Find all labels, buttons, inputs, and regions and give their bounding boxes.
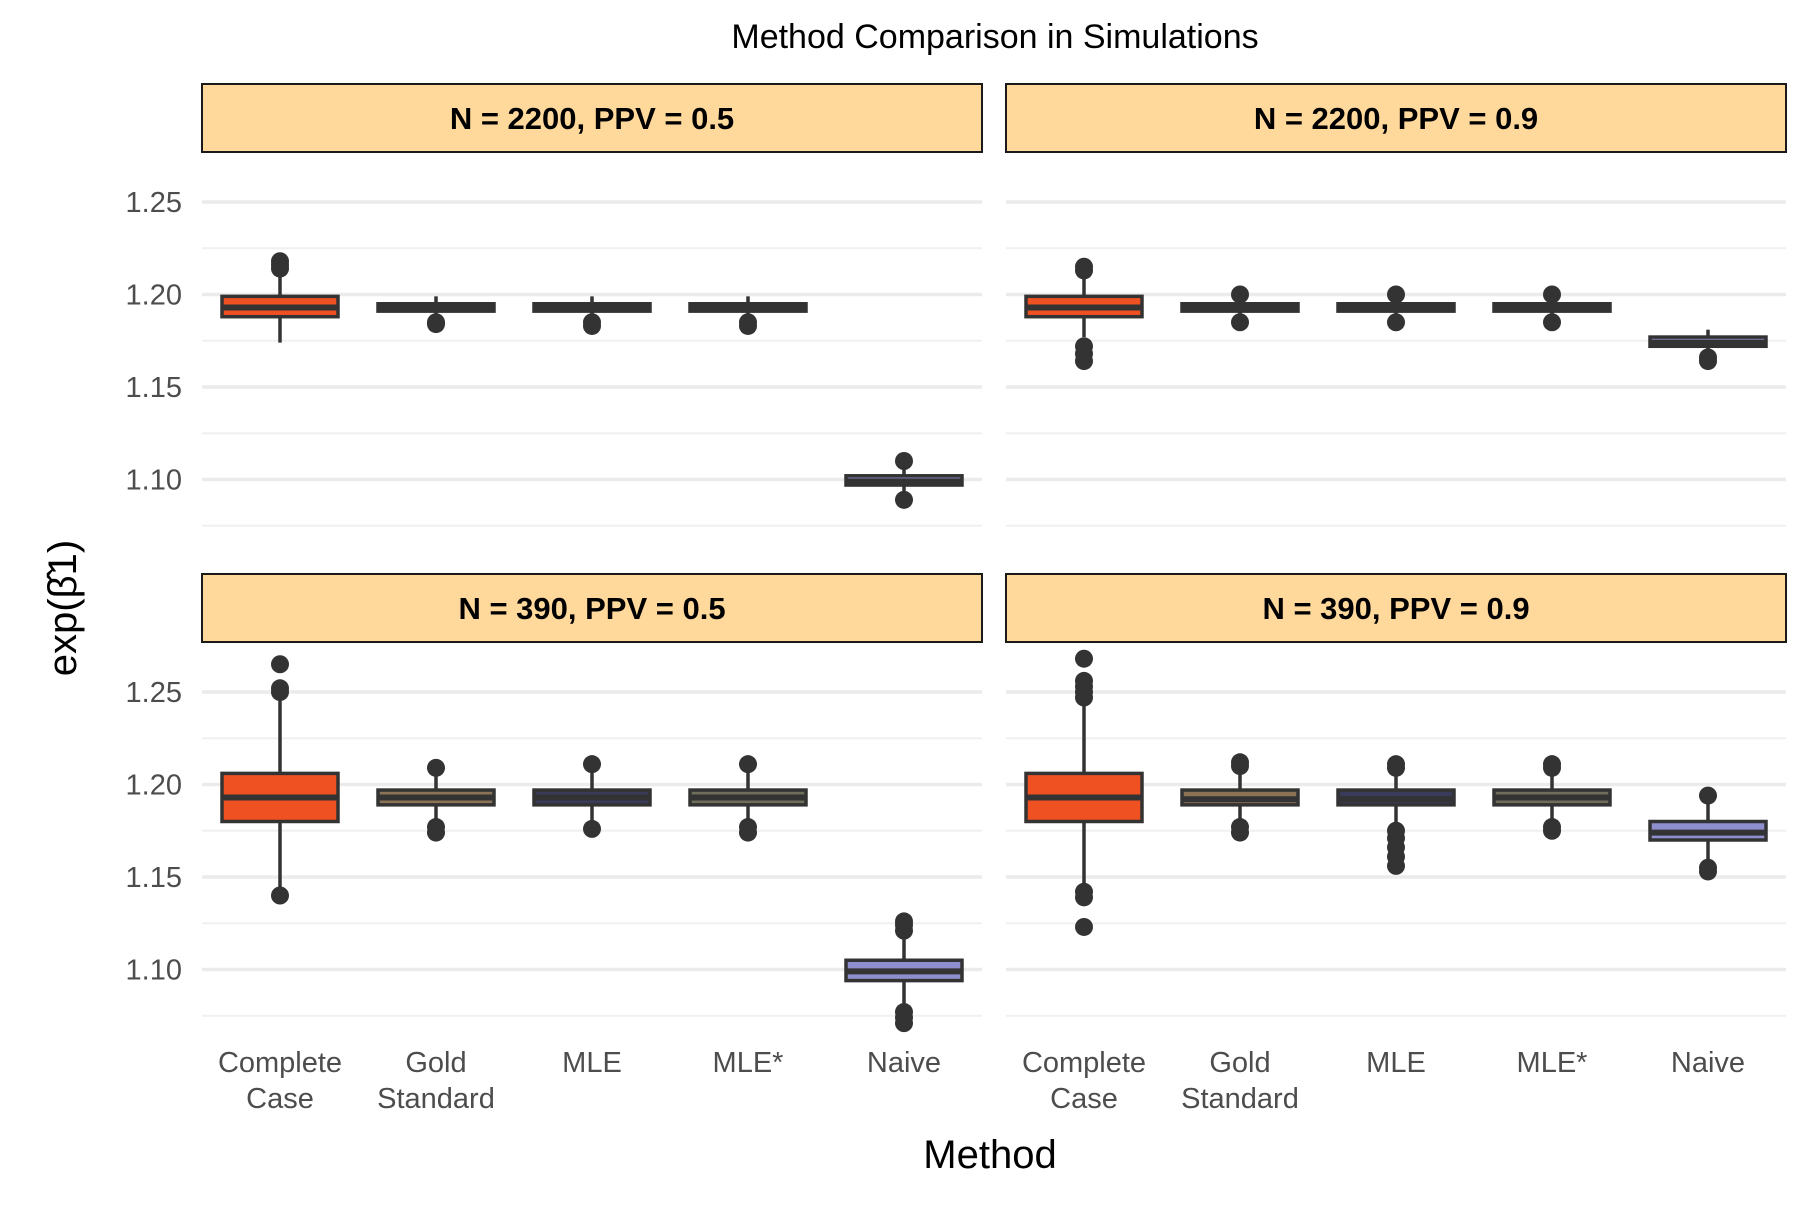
outlier-point	[427, 818, 445, 837]
facet-panel-2: N = 2200, PPV = 0.9	[1005, 83, 1787, 527]
facet-panel-1: N = 2200, PPV = 0.5 1.10 1.15 1.20 1.25	[126, 83, 983, 527]
y-tick-label: 1.10	[126, 955, 182, 987]
outlier-point	[1075, 257, 1093, 276]
boxplot-3-1	[220, 655, 340, 905]
boxplot-1-3	[532, 296, 652, 335]
facet-strip-label: N = 390, PPV = 0.5	[458, 591, 725, 626]
outlier-point	[739, 755, 757, 774]
outlier-point	[1387, 821, 1405, 840]
outlier-point	[271, 252, 289, 271]
outlier-point	[1543, 285, 1561, 304]
outlier-point	[895, 490, 913, 509]
outlier-point	[739, 818, 757, 837]
x-tick-label: MLE*	[713, 1047, 784, 1079]
boxplot-2-3	[1336, 285, 1456, 332]
boxplot-2-2	[1180, 285, 1300, 332]
facet-strip	[1005, 83, 1787, 153]
x-axis-title: Method	[923, 1133, 1056, 1177]
outlier-point	[895, 912, 913, 931]
y-tick-label: 1.10	[126, 465, 182, 497]
x-tick-label: Naive	[867, 1047, 941, 1079]
outlier-point	[1231, 285, 1249, 304]
boxplot-3-3	[532, 755, 652, 838]
outlier-point	[1543, 818, 1561, 837]
y-tick-label: 1.25	[126, 677, 182, 709]
boxplot-3-4	[688, 755, 808, 842]
boxplot-2-4	[1492, 285, 1612, 332]
outlier-point	[739, 313, 757, 332]
outlier-point	[1075, 649, 1093, 668]
outlier-point	[1699, 786, 1717, 805]
outlier-point	[271, 886, 289, 905]
outlier-point	[271, 679, 289, 698]
outlier-point	[1387, 285, 1405, 304]
y-tick-label: 1.15	[126, 862, 182, 894]
y-axis-title: exp(β̂1)	[41, 540, 85, 676]
y-tick-label: 1.20	[126, 770, 182, 802]
y-tick-label: 1.15	[126, 372, 182, 404]
boxplot-4-3	[1336, 755, 1456, 875]
outlier-point	[583, 819, 601, 838]
chart-title: Method Comparison in Simulations	[731, 18, 1258, 56]
boxplot-2-1	[1024, 257, 1144, 371]
outlier-point	[1699, 858, 1717, 877]
outlier-point	[1231, 818, 1249, 837]
boxplot-4-4	[1492, 755, 1612, 840]
outlier-point	[1075, 917, 1093, 936]
boxplot-4-5	[1648, 786, 1768, 881]
boxplot-1-2	[376, 296, 496, 334]
x-tick-label: MLE	[1366, 1047, 1426, 1079]
outlier-point	[1075, 882, 1093, 901]
outlier-point	[1231, 753, 1249, 772]
outlier-point	[1543, 313, 1561, 332]
y-tick-label: 1.25	[126, 187, 182, 219]
x-tick-label: MLE*	[1517, 1047, 1588, 1079]
boxplot-4-1	[1024, 649, 1144, 936]
boxplot-3-5	[844, 912, 964, 1033]
outlier-point	[1699, 348, 1717, 367]
boxplot-1-5	[844, 452, 964, 509]
facet-strip	[201, 573, 983, 643]
x-tick-label: Gold Standard	[1181, 1047, 1299, 1115]
outlier-point	[427, 313, 445, 332]
outlier-point	[427, 758, 445, 777]
facet-strip-label: N = 2200, PPV = 0.5	[450, 101, 734, 136]
y-tick-label: 1.20	[126, 280, 182, 312]
outlier-point	[1387, 313, 1405, 332]
outlier-point	[1543, 755, 1561, 774]
boxplot-4-2	[1180, 753, 1300, 842]
boxplot-1-4	[688, 296, 808, 335]
x-tick-label: Complete Case	[1022, 1047, 1146, 1115]
facet-strip-label: N = 2200, PPV = 0.9	[1254, 101, 1538, 136]
facet-strip-label: N = 390, PPV = 0.9	[1262, 591, 1529, 626]
facet-strip	[1005, 573, 1787, 643]
outlier-point	[583, 755, 601, 774]
facet-panel-3: N = 390, PPV = 0.5 1.10 1.15 1.20 1.25 Comple…	[126, 573, 983, 1115]
x-tick-label: MLE	[562, 1047, 622, 1079]
outlier-point	[1075, 671, 1093, 690]
outlier-point	[895, 452, 913, 470]
outlier-point	[1231, 313, 1249, 332]
outlier-point	[895, 1003, 913, 1022]
outlier-point	[1075, 337, 1093, 356]
facet-panel-4: N = 390, PPV = 0.9 Complete Case Gold Standa…	[1005, 573, 1787, 1115]
facet-strip	[201, 83, 983, 153]
outlier-point	[583, 313, 601, 332]
outlier-point	[1387, 755, 1405, 774]
boxplot-3-2	[376, 758, 496, 842]
x-tick-label: Complete Case	[218, 1047, 342, 1115]
outlier-point	[271, 655, 289, 674]
boxplot-2-5	[1648, 329, 1768, 371]
x-tick-label: Gold Standard	[377, 1047, 495, 1115]
facet-panels: N = 2200, PPV = 0.51.101.151.201.25N = 2…	[126, 83, 1787, 1115]
x-tick-label: Naive	[1671, 1047, 1745, 1079]
boxplot-1-1	[220, 252, 340, 343]
